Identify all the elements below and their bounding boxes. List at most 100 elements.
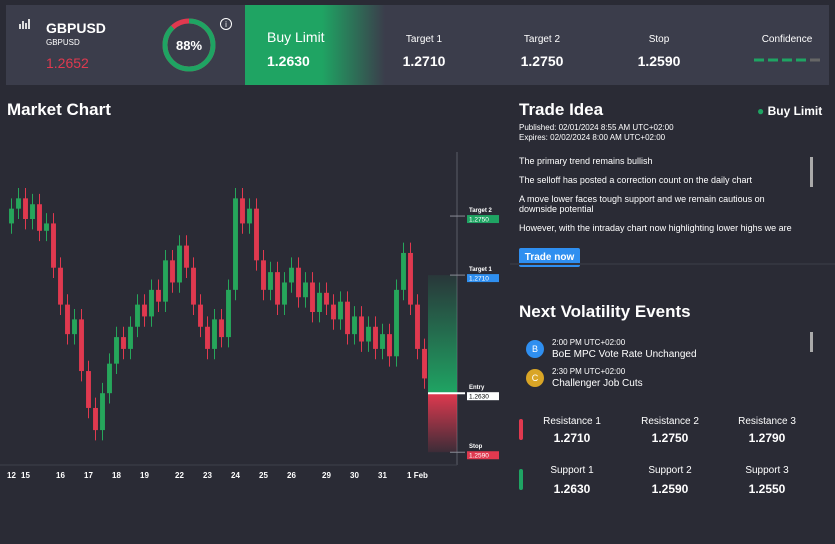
candle-body — [65, 304, 70, 335]
candle-body — [394, 289, 399, 357]
candle-body — [226, 289, 231, 338]
level-name: Stop — [469, 444, 483, 450]
idea-text: The primary trend remains bullish The se… — [519, 156, 804, 233]
x-tick-label: 29 — [322, 471, 331, 480]
paragraph: However, with the intraday chart now hig… — [519, 223, 792, 233]
level-tag — [467, 392, 499, 401]
candle-body — [23, 198, 28, 219]
x-tick-label: 23 — [203, 471, 212, 480]
candle-body — [149, 289, 154, 317]
x-tick-label: 31 — [378, 471, 387, 480]
level-value: 1.2750 — [469, 217, 489, 224]
candle-body — [296, 267, 301, 298]
x-tick-label: 12 — [7, 471, 16, 480]
event-icon: B — [526, 340, 544, 358]
candle-body — [107, 363, 112, 394]
candle-body — [219, 319, 224, 338]
candle-body — [254, 208, 259, 261]
candle-body — [401, 252, 406, 290]
x-tick-label: 24 — [231, 471, 240, 480]
col-value: 1.2590 — [637, 53, 681, 69]
candle-body — [135, 304, 140, 327]
stop-zone — [428, 393, 457, 453]
chart: 12 15 16 17 18 19 22 23 24 25 26 29 30 31 1 Feb Target … — [0, 152, 499, 480]
candle-body — [44, 223, 49, 231]
event-time: 2:00 PM UTC+02:00 — [552, 338, 626, 347]
candle-body — [114, 337, 119, 364]
candle-body — [9, 208, 14, 224]
candle-body — [338, 301, 343, 320]
candle-body — [324, 292, 329, 305]
level-tag — [467, 215, 499, 224]
event-time: 2:30 PM UTC+02:00 — [552, 367, 626, 376]
col-value: 1.2750 — [520, 53, 564, 69]
candle-body — [79, 319, 84, 372]
candle-body — [247, 208, 252, 224]
candle-body — [37, 204, 42, 231]
trade-button[interactable]: Trade now — [519, 248, 580, 267]
scrollbar[interactable] — [810, 332, 813, 352]
paragraph: The primary trend remains bullish — [519, 156, 653, 166]
candle-body — [170, 260, 175, 283]
candle-body — [93, 407, 98, 431]
order-price: 1.2630 — [267, 53, 310, 69]
resistance-bar — [519, 419, 523, 440]
candle-body — [387, 334, 392, 357]
candle-body — [317, 292, 322, 312]
order-box — [245, 5, 385, 85]
candle-body — [128, 326, 133, 349]
candle-body — [352, 316, 357, 335]
scrollbar[interactable] — [810, 157, 813, 187]
event-name: BoE MPC Vote Rate Unchanged — [552, 349, 697, 360]
col-label: Target 2 — [523, 34, 561, 45]
candle-body — [310, 282, 315, 312]
target-zone — [428, 275, 457, 394]
header-bar — [6, 5, 829, 85]
idea-status: ● Buy Limit — [757, 104, 823, 118]
candle-body — [156, 289, 161, 302]
ring-arc — [162, 18, 216, 72]
x-tick-label: 16 — [56, 471, 65, 480]
level-value: 1.2630 — [553, 482, 591, 496]
candle-body — [16, 198, 21, 209]
candle-body — [205, 326, 210, 349]
level-value: 1.2590 — [469, 453, 489, 460]
event-icon: C — [526, 369, 544, 387]
level-label: Support 3 — [745, 465, 789, 476]
candle-body — [58, 267, 63, 305]
level-value: 1.2750 — [651, 431, 689, 445]
candle-body — [212, 319, 217, 349]
x-tick-label: 30 — [350, 471, 359, 480]
level-tag — [467, 451, 499, 460]
x-tick-label: 22 — [175, 471, 184, 480]
candle-body — [268, 272, 273, 290]
symbol: GBPUSD — [46, 20, 106, 36]
x-tick-label: 15 — [21, 471, 30, 480]
candle-body — [331, 304, 336, 320]
col-label: Target 1 — [405, 34, 443, 45]
candle-body — [142, 304, 147, 317]
expires: Expires: 02/02/2024 8:00 AM UTC+02:00 — [519, 133, 666, 142]
level-label: Support 2 — [648, 465, 692, 476]
info-icon[interactable] — [220, 18, 232, 30]
candle-body — [380, 334, 385, 349]
candle-body — [191, 267, 196, 305]
level-name: Target 2 — [469, 208, 493, 214]
candle-body — [233, 198, 238, 290]
candle-body — [422, 348, 427, 379]
col-label: Confidence — [761, 34, 813, 45]
level-value: 1.2790 — [748, 431, 786, 445]
order-type: Buy Limit — [267, 29, 325, 45]
published: Published: 02/01/2024 8:55 AM UTC+02:00 — [519, 123, 674, 132]
level-tag — [467, 274, 499, 283]
chart-title: Market Chart — [7, 100, 111, 119]
candle-body — [366, 326, 371, 342]
score-label: 88% — [176, 38, 202, 53]
status-text: Buy Limit — [767, 104, 823, 118]
level-value: 1.2630 — [469, 394, 489, 401]
candle-body — [345, 301, 350, 335]
paragraph: A move lower faces tough support and we … — [519, 194, 765, 214]
divider — [510, 263, 835, 265]
candle-body — [100, 393, 105, 431]
